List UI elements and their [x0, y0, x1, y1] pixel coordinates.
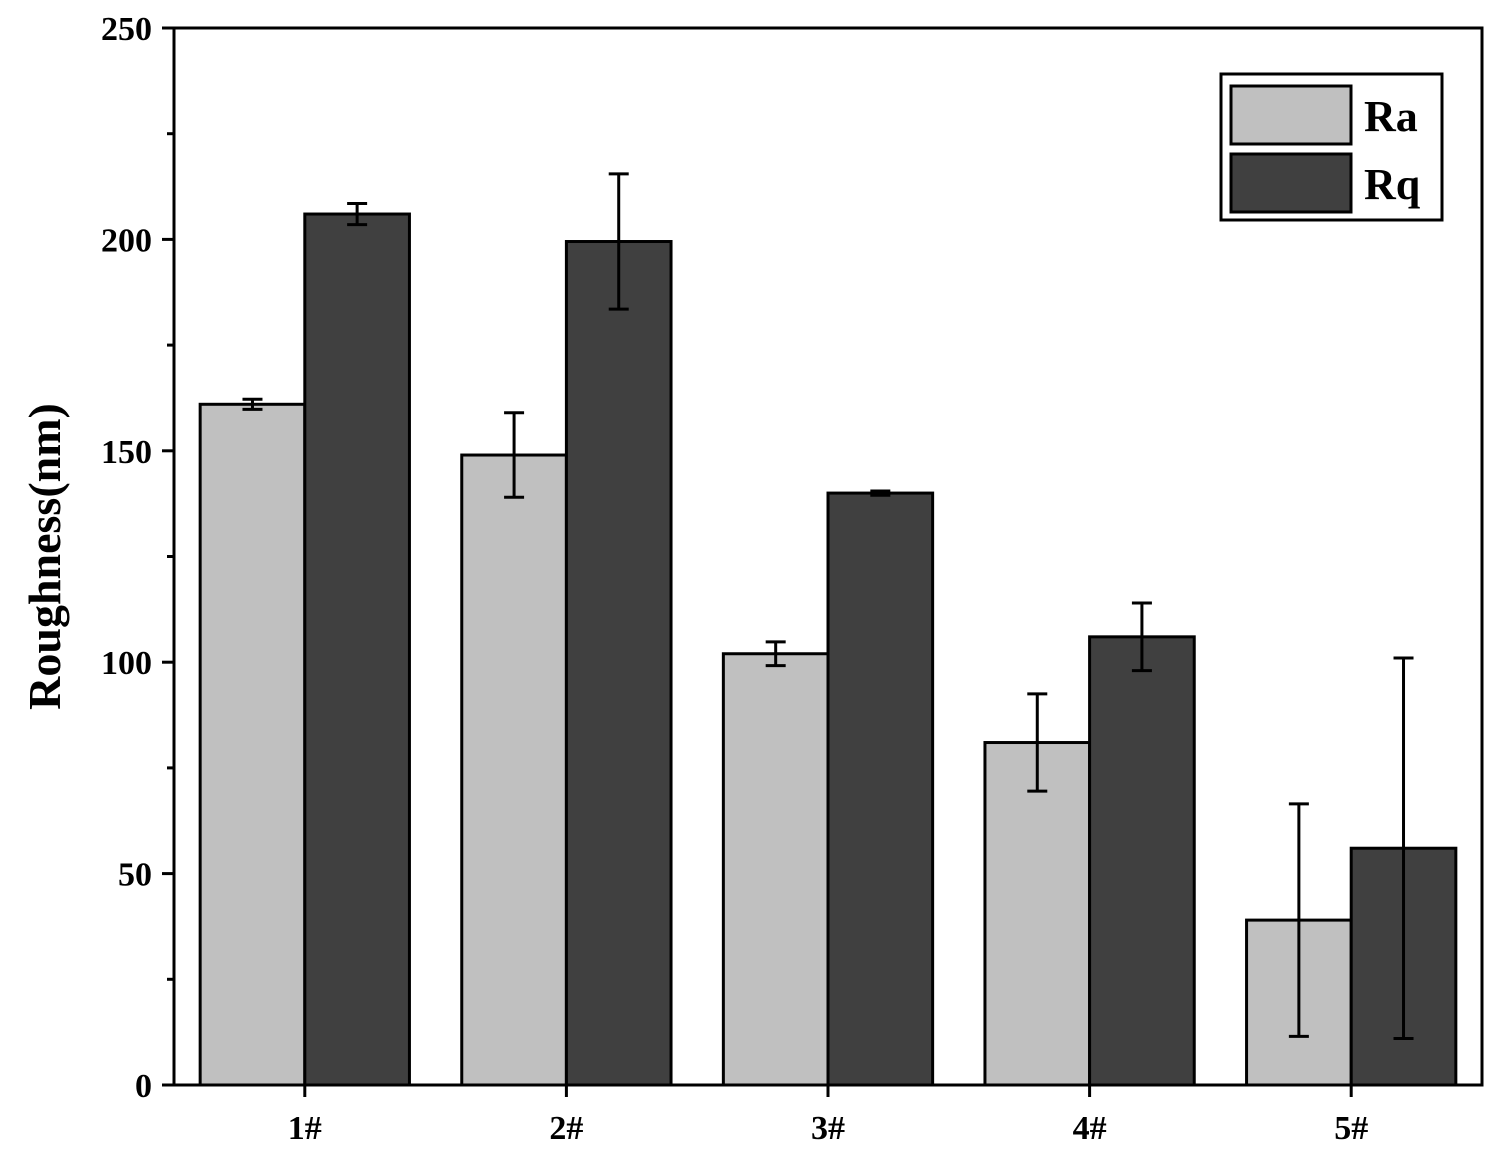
bar-ra-1 [198, 402, 307, 1087]
error-bars-layer [242, 172, 1414, 1040]
y-tick-label: 50 [118, 857, 152, 894]
y-tick-label: 200 [101, 222, 152, 259]
y-tick-label: 0 [135, 1068, 152, 1105]
legend-label-rq: Rq [1364, 160, 1421, 209]
legend-swatch-ra [1229, 84, 1353, 146]
x-tick-label: 5# [1334, 1110, 1368, 1147]
legend-swatch-rq [1229, 152, 1353, 214]
bar-rq-1 [303, 212, 411, 1087]
x-tick-label: 4# [1073, 1110, 1107, 1147]
y-tick-label: 100 [101, 645, 152, 682]
x-tick-label: 2# [549, 1110, 583, 1147]
x-tick-label: 1# [288, 1110, 322, 1147]
y-axis-title: Roughness(nm) [19, 403, 70, 710]
bar-ra-3 [721, 652, 830, 1087]
x-axis: 1# 2# 3# 4# 5# [288, 1085, 1368, 1147]
y-tick-label: 150 [101, 434, 152, 471]
bar-rq-3 [826, 491, 935, 1087]
bar-ra-4 [983, 741, 1092, 1087]
legend-label-ra: Ra [1364, 92, 1418, 141]
x-tick-label: 3# [811, 1110, 845, 1147]
bars-layer [198, 212, 1458, 1087]
legend: Ra Rq [1219, 72, 1444, 222]
y-tick-label: 250 [101, 11, 152, 48]
bar-rq-2 [564, 240, 673, 1087]
bar-rq-4 [1088, 635, 1196, 1087]
y-axis: 0 50 100 150 200 250 [101, 11, 174, 1105]
bar-ra-2 [460, 453, 568, 1087]
